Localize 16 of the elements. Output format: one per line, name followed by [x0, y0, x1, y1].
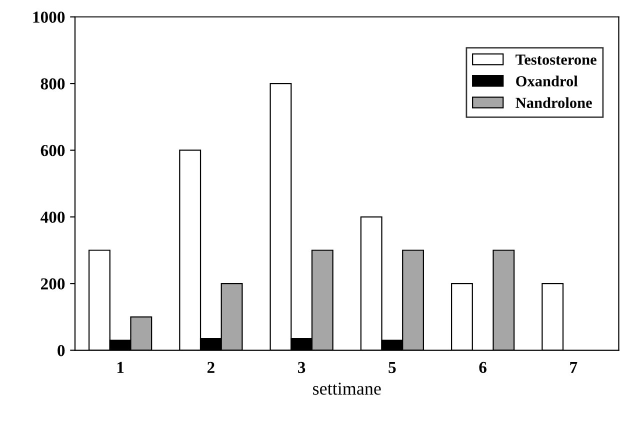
x-tick-label: 1: [117, 362, 124, 373]
y-tick-label: 1000: [33, 12, 65, 23]
x-tick-label: 6: [479, 362, 486, 374]
x-tick-label: 5: [388, 362, 396, 374]
y-tick-label: 0: [58, 344, 65, 356]
y-tick-label: 600: [40, 144, 65, 156]
y-tick-label: 800: [40, 78, 65, 90]
legend-label: Nandrolone: [516, 97, 592, 108]
x-axis-title: settimane: [313, 382, 381, 395]
x-tick-label: 7: [570, 362, 578, 373]
x-tick-label: 3: [298, 362, 306, 374]
y-tick-label: 400: [40, 212, 65, 223]
x-tick-label: 2: [207, 362, 214, 373]
y-tick-label: 200: [40, 278, 65, 290]
legend-label: Oxandrol: [516, 76, 578, 86]
legend-label: Testosterone: [516, 54, 596, 65]
